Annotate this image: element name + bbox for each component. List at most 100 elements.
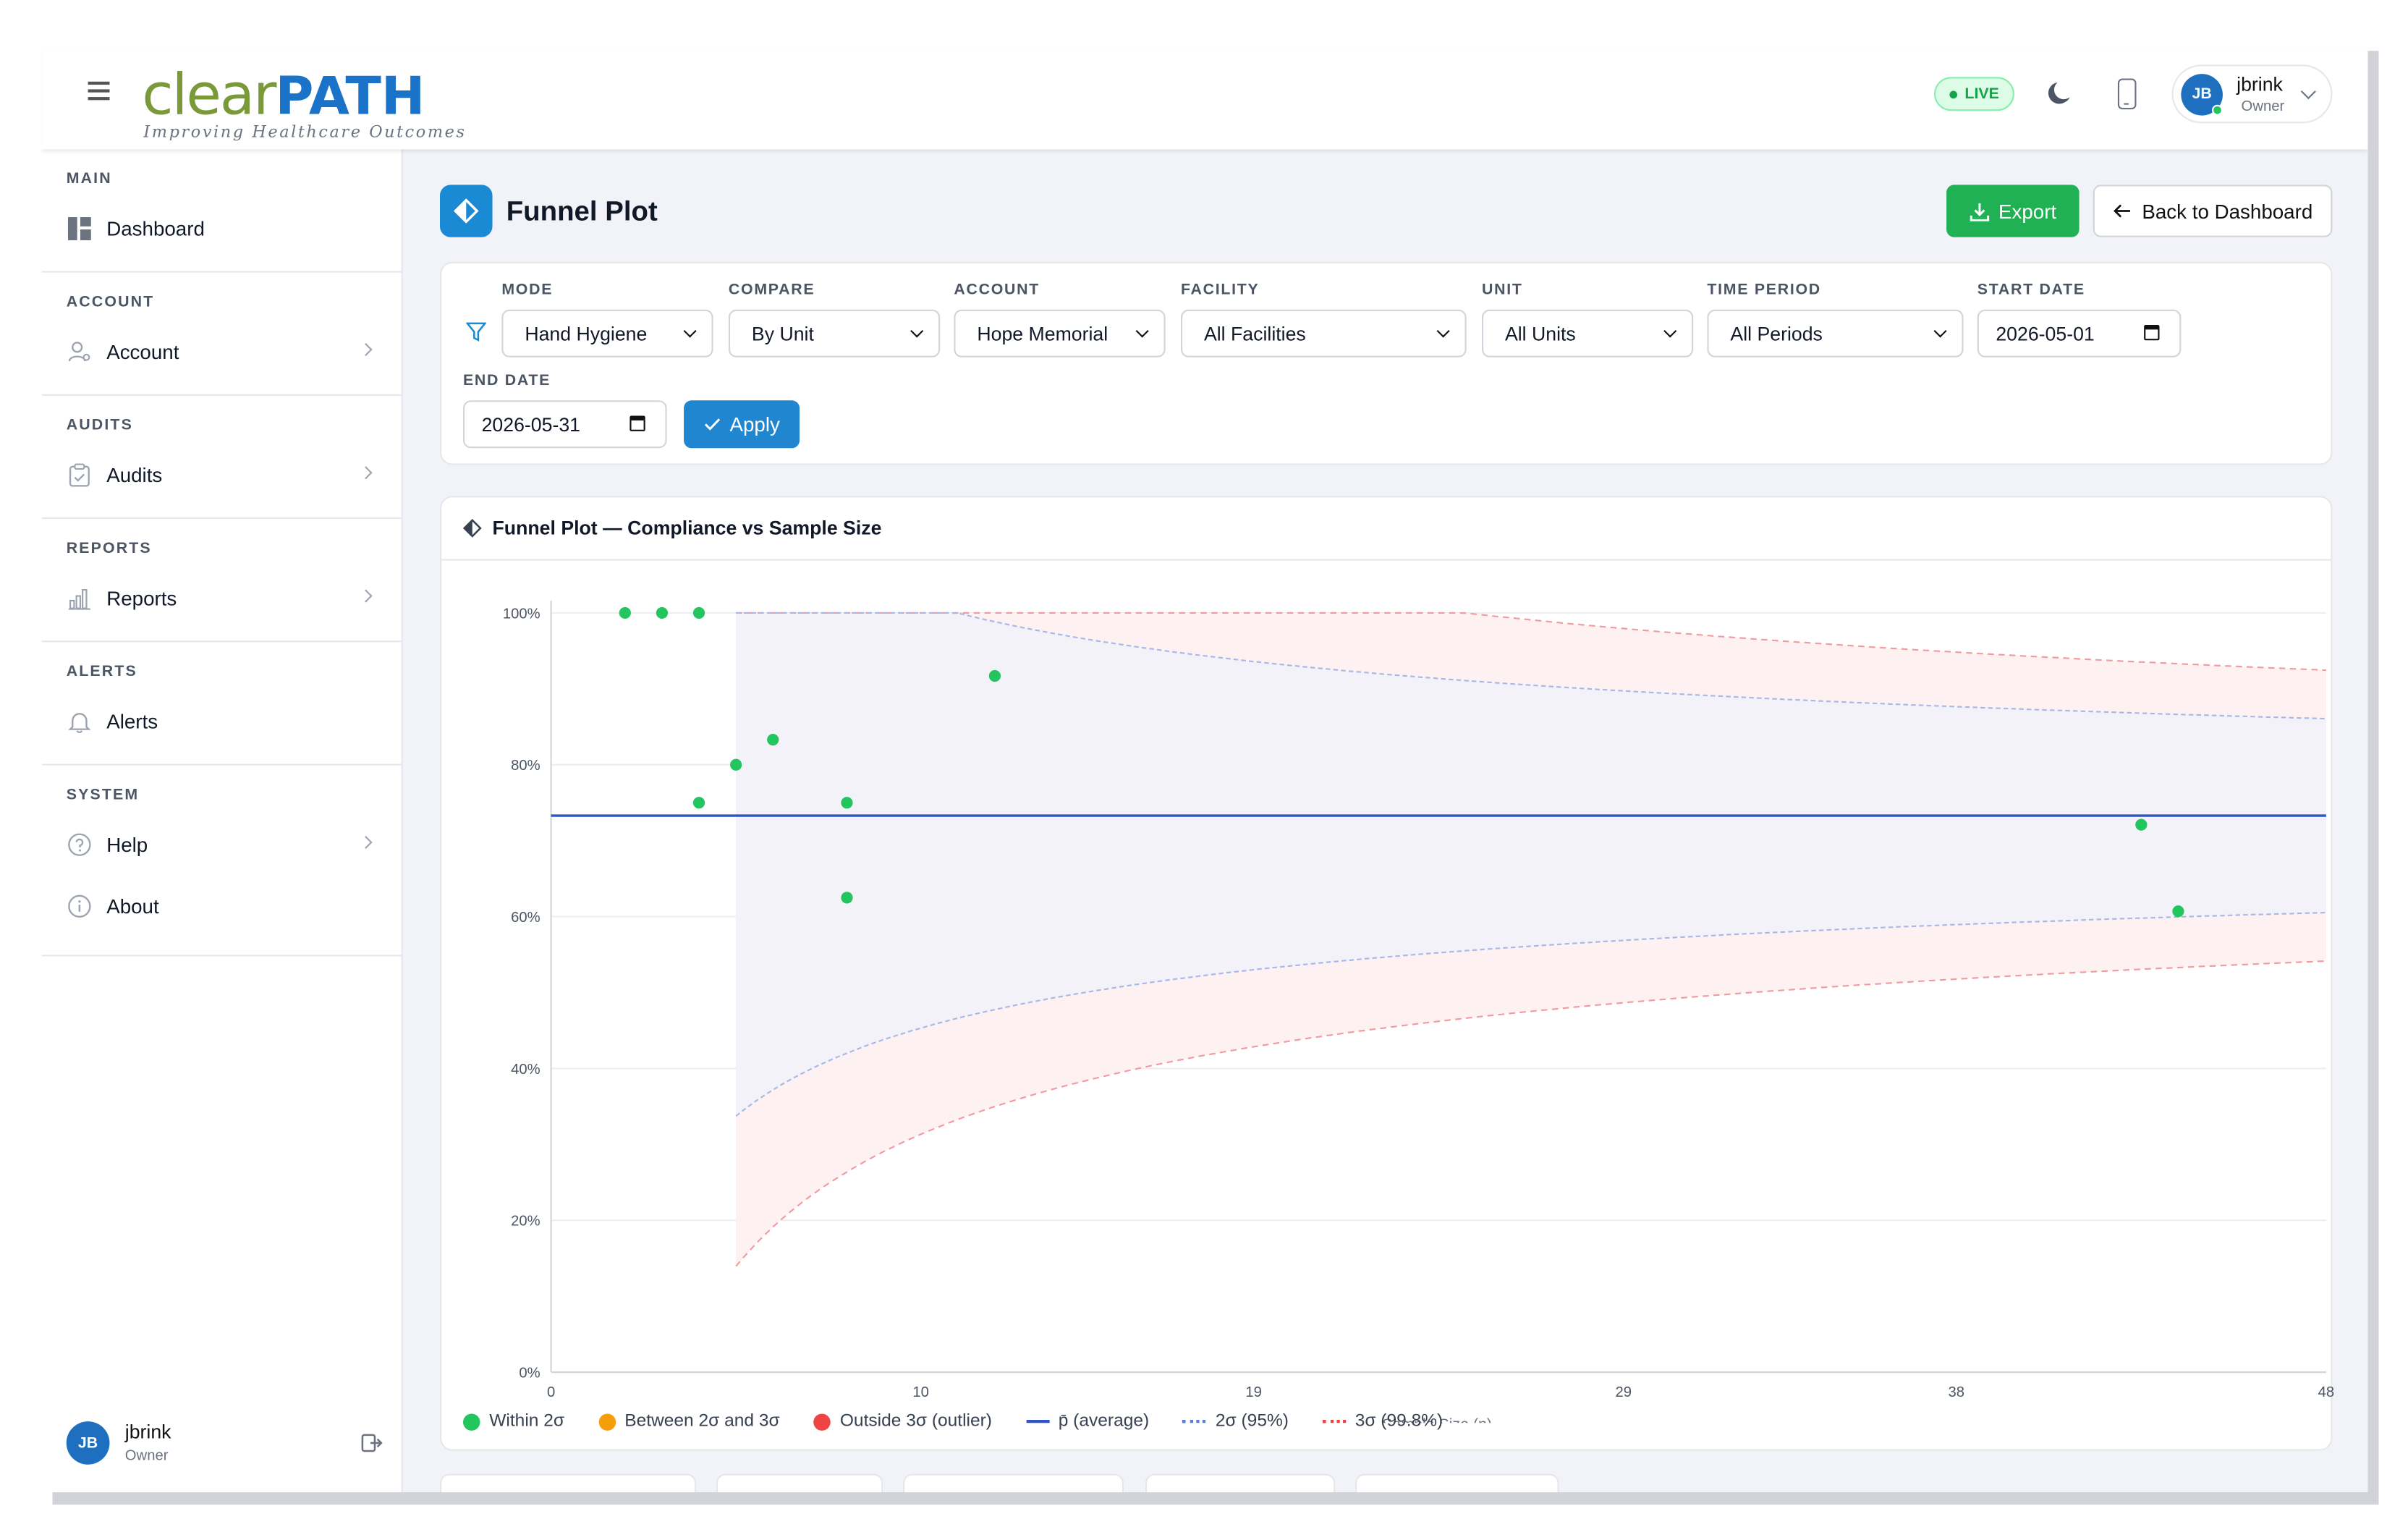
sidebar-item-account[interactable]: Account: [67, 329, 402, 373]
avatar: JB: [66, 1421, 110, 1465]
live-label: LIVE: [1964, 85, 1999, 103]
bottom-tab[interactable]: [439, 1473, 697, 1493]
upper-3-sigma-line: [736, 612, 2326, 672]
legend-item[interactable]: p̄ (average): [1025, 1412, 1150, 1431]
legend-label: p̄ (average): [1058, 1412, 1150, 1431]
sidebar-item-reports[interactable]: Reports: [67, 576, 402, 619]
legend-line-icon: [1025, 1420, 1049, 1423]
chart-card-title: Funnel Plot — Compliance vs Sample Size: [492, 517, 882, 539]
facility-select[interactable]: All Facilities: [1180, 309, 1467, 358]
question-icon: [67, 832, 91, 856]
chevron-down-icon: [910, 324, 924, 338]
mode-select[interactable]: Hand Hygiene: [501, 309, 713, 358]
legend-dot-icon: [462, 1413, 480, 1430]
y-tick-label: 20%: [511, 1214, 540, 1230]
legend-line-icon: [1322, 1420, 1346, 1423]
bottom-tab[interactable]: [902, 1473, 1124, 1493]
funnel-plot-card: Funnel Plot — Compliance vs Sample Size …: [439, 496, 2334, 1451]
app-frame: clearPATH Improving Healthcare Outcomes …: [41, 51, 2368, 1493]
legend-dot-icon: [598, 1413, 616, 1430]
logo-clear-text: clear: [142, 62, 276, 128]
end-date-value: 2026-05-31: [481, 413, 581, 436]
user-menu[interactable]: JB jbrink Owner: [2171, 64, 2333, 124]
x-tick-label: 38: [1949, 1384, 1965, 1400]
sidebar: MAIN Dashboard ACCOUNT Account AUDITS Audits R…: [41, 149, 403, 1493]
legend-item[interactable]: Between 2σ and 3σ: [598, 1412, 780, 1431]
avatar: JB: [2181, 74, 2223, 116]
sidebar-item-alerts[interactable]: Alerts: [67, 699, 402, 742]
x-axis-title: Sample Size (n): [1382, 1416, 1492, 1423]
account-select[interactable]: Hope Memorial: [954, 309, 1166, 358]
dashboard-icon: [67, 216, 91, 240]
bottom-tab[interactable]: [1355, 1473, 1559, 1493]
legend-label: Between 2σ and 3σ: [624, 1412, 780, 1431]
sidebar-item-about[interactable]: About: [67, 884, 402, 927]
compare-value: By Unit: [751, 322, 814, 344]
end-date-input[interactable]: 2026-05-31: [462, 400, 667, 449]
live-dot-icon: [1949, 90, 1957, 98]
calendar-icon[interactable]: [2144, 325, 2160, 341]
hamburger-menu-icon[interactable]: [88, 81, 110, 103]
sidebar-item-label: Audits: [106, 462, 163, 486]
download-icon: [1970, 202, 1989, 221]
legend-item[interactable]: Within 2σ: [462, 1412, 564, 1431]
apply-button[interactable]: Apply: [684, 400, 800, 449]
chevron-right-icon: [359, 466, 373, 480]
brand-logo[interactable]: clearPATH Improving Healthcare Outcomes: [142, 62, 465, 142]
legend-item[interactable]: 3σ (99.8%): [1322, 1412, 1443, 1431]
user-name: jbrink: [124, 1421, 171, 1443]
legend-label: 2σ (95%): [1215, 1412, 1289, 1431]
sidebar-section-reports: REPORTS Reports: [41, 519, 402, 643]
online-status-icon: [2212, 104, 2223, 116]
bottom-tab[interactable]: [1145, 1473, 1336, 1493]
data-point: [841, 797, 853, 809]
sidebar-section-title: ACCOUNT: [66, 294, 155, 311]
compare-filter: COMPARE By Unit: [728, 282, 941, 358]
upper-2-sigma-line: [736, 612, 2326, 720]
chevron-down-icon: [1135, 324, 1149, 338]
facility-filter: FACILITY All Facilities: [1180, 282, 1467, 358]
export-button[interactable]: Export: [1946, 185, 2080, 237]
legend-item[interactable]: Outside 3σ (outlier): [813, 1412, 992, 1431]
user-role: Owner: [124, 1447, 169, 1465]
sidebar-section-account: ACCOUNT Account: [41, 273, 402, 396]
unit-select[interactable]: All Units: [1481, 309, 1694, 358]
logout-icon[interactable]: [361, 1434, 383, 1452]
funnel-plot-icon: [439, 185, 493, 237]
legend-label: Outside 3σ (outlier): [839, 1412, 992, 1431]
time-period-select[interactable]: All Periods: [1707, 309, 1964, 358]
legend-dot-icon: [813, 1413, 831, 1430]
sidebar-item-audits[interactable]: Audits: [67, 453, 402, 496]
sidebar-item-help[interactable]: Help: [67, 822, 402, 866]
legend-item[interactable]: 2σ (95%): [1183, 1412, 1289, 1431]
start-date-input[interactable]: 2026-05-01: [1977, 309, 2182, 358]
y-tick-label: 40%: [511, 1062, 540, 1078]
data-point: [2135, 818, 2148, 831]
data-point: [692, 797, 705, 809]
back-to-dashboard-button[interactable]: Back to Dashboard: [2093, 185, 2333, 237]
user-role: Owner: [2241, 98, 2285, 116]
sidebar-item-label: Help: [106, 832, 148, 856]
end-date-filter: END DATE 2026-05-31: [462, 372, 667, 449]
sidebar-item-label: Alerts: [106, 708, 158, 732]
chevron-right-icon: [359, 835, 373, 850]
y-tick-label: 0%: [519, 1366, 540, 1382]
sidebar-item-label: About: [106, 894, 159, 918]
calendar-icon[interactable]: [629, 415, 645, 431]
unit-label: UNIT: [1481, 282, 1523, 299]
data-point: [988, 669, 1001, 682]
data-point: [692, 606, 705, 619]
sidebar-item-dashboard[interactable]: Dashboard: [67, 206, 402, 250]
data-point: [730, 758, 742, 771]
bottom-tab[interactable]: [716, 1473, 883, 1493]
back-label: Back to Dashboard: [2142, 199, 2313, 223]
mobile-view-icon[interactable]: [2117, 78, 2137, 110]
filter-icon: [466, 322, 486, 342]
page-title: Funnel Plot: [506, 195, 658, 227]
y-tick-label: 100%: [503, 606, 540, 622]
end-date-label: END DATE: [462, 372, 551, 390]
compare-select[interactable]: By Unit: [728, 309, 941, 358]
sidebar-item-label: Account: [106, 339, 179, 363]
moon-icon[interactable]: [2043, 79, 2074, 110]
sidebar-section-title: MAIN: [66, 171, 112, 188]
